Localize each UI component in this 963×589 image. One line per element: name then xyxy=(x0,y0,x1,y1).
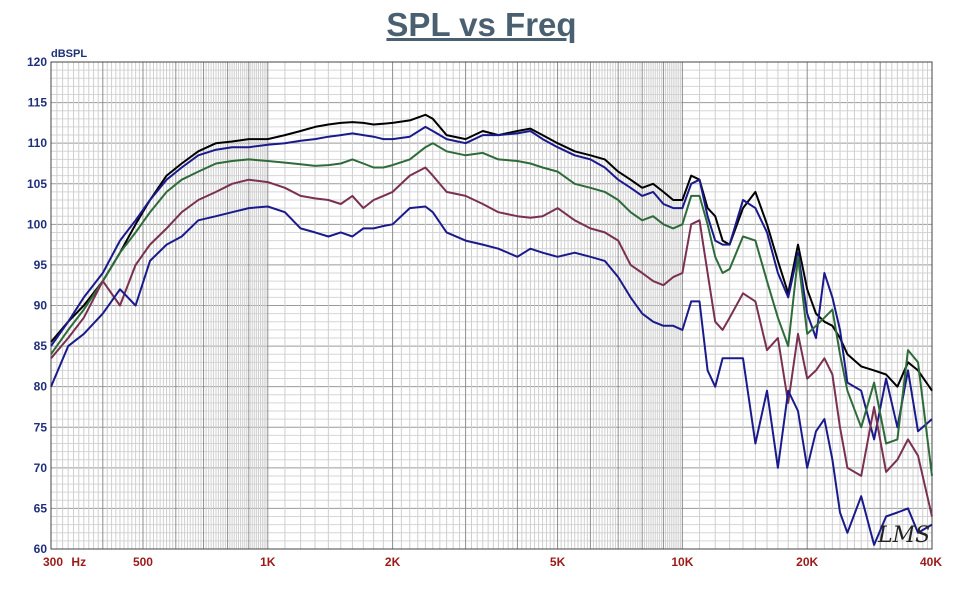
chart-title: SPL vs Freq xyxy=(386,6,577,43)
y-axis-unit: dBSPL xyxy=(51,48,87,60)
series-line-5 xyxy=(50,205,933,546)
x-tick-label: Hz xyxy=(71,555,86,569)
lms-watermark: LMS xyxy=(877,523,930,548)
x-tick-label: 300 xyxy=(43,555,63,569)
y-tick-label: 100 xyxy=(27,217,47,231)
y-tick-label: 80 xyxy=(34,380,48,394)
y-tick-label: 65 xyxy=(34,501,48,515)
x-tick-label: 40K xyxy=(920,555,942,569)
series-layer xyxy=(50,113,933,546)
y-tick-label: 60 xyxy=(34,542,48,556)
y-tick-label: 75 xyxy=(34,420,48,434)
y-tick-label: 85 xyxy=(34,339,48,353)
y-tick-label: 105 xyxy=(27,177,47,191)
y-tick-label: 95 xyxy=(34,258,48,272)
y-tick-label: 90 xyxy=(34,299,48,313)
y-tick-label: 120 xyxy=(27,55,47,69)
series-line-3 xyxy=(50,142,933,477)
y-tick-label: 110 xyxy=(28,136,48,150)
y-tick-label: 70 xyxy=(34,461,48,475)
x-tick-label: 2K xyxy=(385,555,401,569)
x-tick-label: 5K xyxy=(550,555,566,569)
x-tick-label: 20K xyxy=(796,555,818,569)
y-tick-labels: 120 115 110 105 100 95 90 85 80 75 70 65 60 xyxy=(27,55,47,556)
grid-lines xyxy=(50,61,933,550)
x-tick-label: 10K xyxy=(671,555,693,569)
x-tick-label: 1K xyxy=(260,555,276,569)
plot-frame xyxy=(50,61,933,550)
series-line-2 xyxy=(50,125,933,441)
x-tick-label: 500 xyxy=(133,555,153,569)
series-line-4 xyxy=(50,166,933,517)
x-tick-labels: 300 Hz 500 1K 2K 5K 10K 20K 40K xyxy=(43,555,942,569)
series-line-1 xyxy=(50,113,933,392)
y-tick-label: 115 xyxy=(28,96,48,110)
